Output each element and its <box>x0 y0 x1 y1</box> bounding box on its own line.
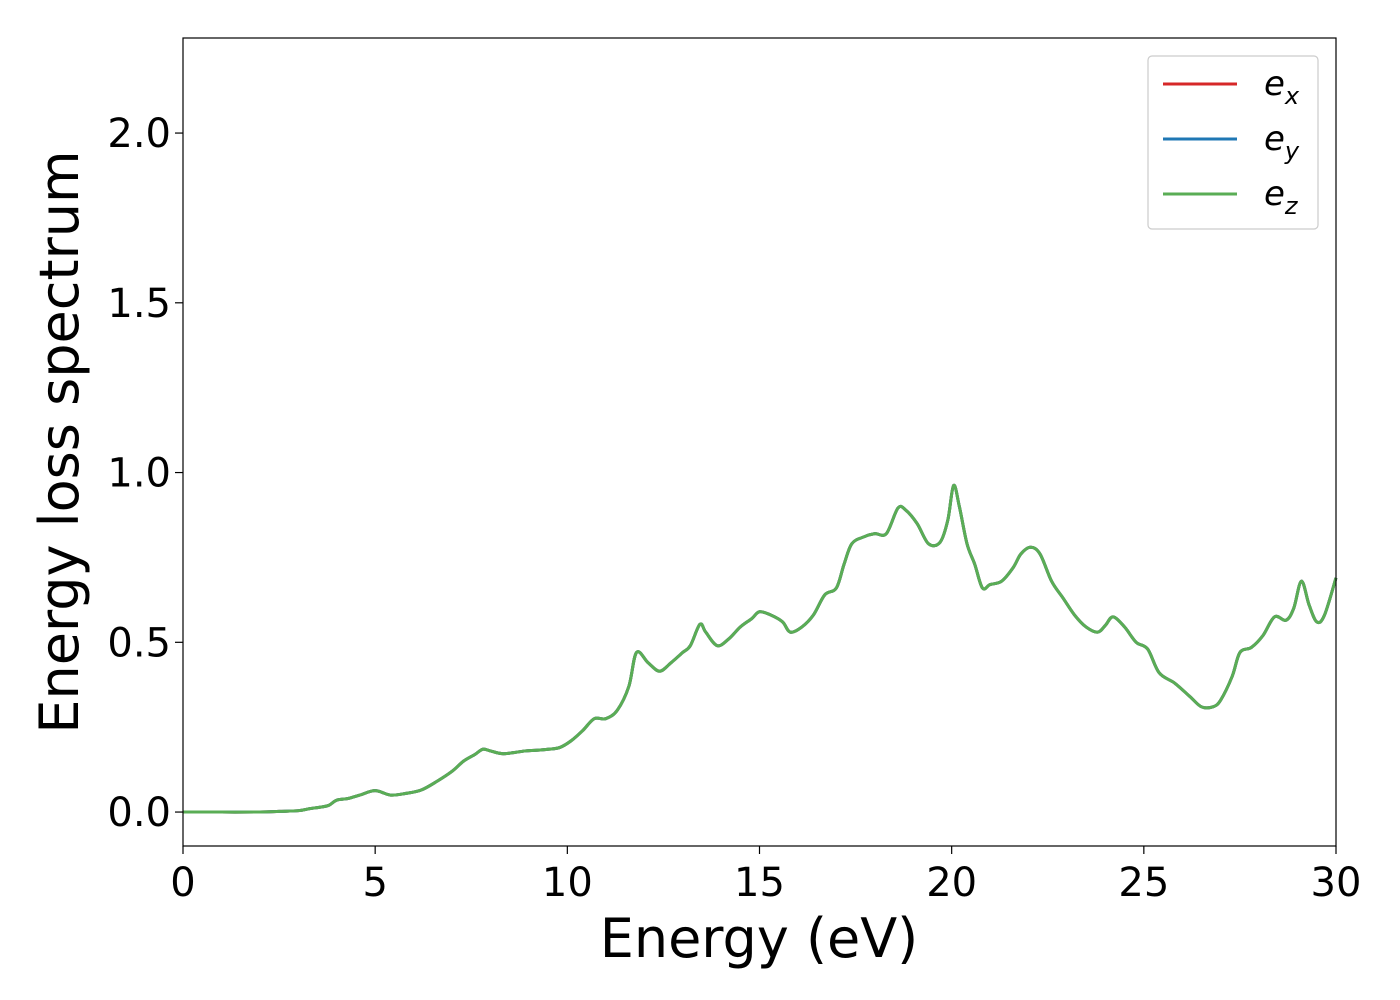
x-tick-label: 5 <box>362 860 387 906</box>
x-tick-label: 25 <box>1118 860 1169 906</box>
x-tick-label: 20 <box>926 860 977 906</box>
y-axis-ticks: 0.0 0.5 1.0 1.5 2.0 <box>107 111 183 836</box>
series-line-e-z <box>183 483 1338 814</box>
y-tick-label: 1.5 <box>107 281 171 327</box>
y-tick-label: 2.0 <box>107 111 171 157</box>
x-axis-ticks: 0 5 10 15 20 25 30 <box>170 846 1361 906</box>
y-axis-label: Energy loss spectrum <box>28 150 91 733</box>
x-tick-label: 15 <box>734 860 785 906</box>
x-tick-label: 10 <box>542 860 593 906</box>
y-tick-label: 0.5 <box>107 620 171 666</box>
plot-series <box>183 483 1338 814</box>
legend-label-e-x: ex <box>1264 64 1300 110</box>
x-tick-label: 0 <box>170 860 195 906</box>
y-tick-label: 0.0 <box>107 790 171 836</box>
legend-box <box>1147 55 1319 230</box>
x-axis-label: Energy (eV) <box>600 907 919 970</box>
y-tick-label: 1.0 <box>107 451 171 497</box>
x-tick-label: 30 <box>1311 860 1362 906</box>
legend-label-e-y: ey <box>1264 119 1300 165</box>
